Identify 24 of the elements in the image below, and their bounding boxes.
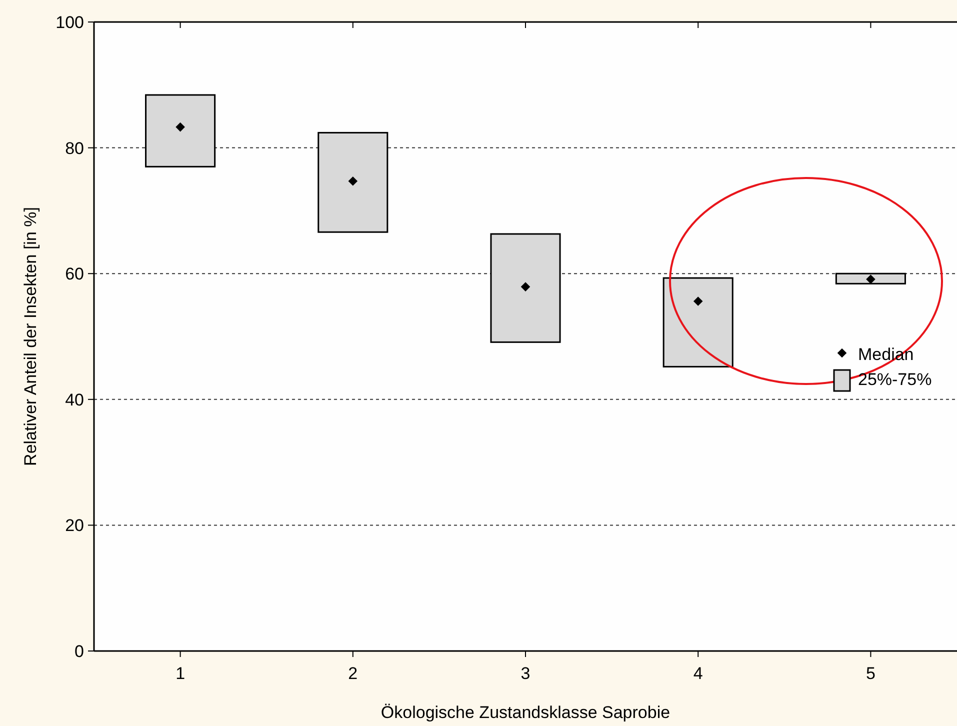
bar — [835, 272, 906, 284]
bar — [662, 277, 734, 368]
point — [348, 176, 358, 186]
x-tick-label: 3 — [520, 664, 530, 683]
y-tick-label: 20 — [65, 516, 84, 536]
bar — [145, 94, 216, 168]
x-axis-title: Ökologische Zustandsklasse Saprobie — [380, 703, 670, 722]
x-tick-label: 5 — [866, 664, 876, 683]
x-tick-label: 4 — [693, 664, 703, 683]
x-tick-label: 1 — [176, 664, 186, 683]
x-tick-label: 2 — [348, 664, 358, 683]
y-tick-label: 0 — [74, 642, 84, 661]
point — [866, 274, 876, 284]
y-tick-label: 60 — [65, 264, 84, 284]
y-tick-label: 100 — [56, 12, 84, 32]
y-tick-label: 40 — [65, 390, 84, 410]
point — [520, 282, 530, 292]
bar — [490, 233, 561, 343]
legend-label: 25%-75% — [858, 370, 932, 390]
bar — [318, 132, 388, 233]
point — [693, 296, 703, 306]
point — [176, 122, 185, 132]
y-axis-title: Relativer Anteil der Insekten [in %] — [21, 207, 40, 466]
y-tick-label: 80 — [65, 138, 84, 158]
